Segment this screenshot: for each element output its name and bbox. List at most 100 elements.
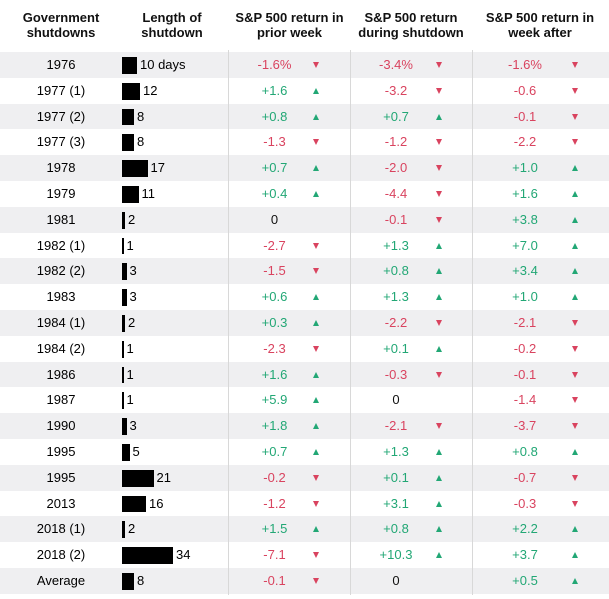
header: S&P 500 return in week after bbox=[485, 10, 595, 40]
year: 1977 (2) bbox=[36, 108, 86, 124]
arrow-up bbox=[572, 242, 578, 249]
return-value: +0.8 bbox=[512, 444, 538, 459]
length-bar bbox=[122, 289, 127, 306]
arrow-up bbox=[436, 552, 442, 559]
length-label: 2 bbox=[128, 211, 136, 227]
return-value: -0.1 bbox=[513, 366, 537, 382]
row-bg bbox=[0, 155, 609, 181]
year: 1986 bbox=[46, 366, 76, 382]
return-value: +3.4 bbox=[512, 263, 538, 279]
arrow-down bbox=[572, 371, 578, 378]
return-value: +0.7 bbox=[261, 160, 288, 176]
return-value: -4.4 bbox=[384, 186, 408, 201]
length-bar bbox=[122, 160, 148, 177]
length-bar bbox=[122, 573, 134, 590]
length-bar bbox=[122, 340, 124, 358]
arrow-up bbox=[572, 191, 578, 197]
length-bar bbox=[122, 108, 134, 126]
return-value: -0.1 bbox=[513, 108, 537, 124]
length-bar bbox=[122, 211, 125, 229]
return-value: +0.1 bbox=[383, 340, 409, 356]
return-value: 0 bbox=[270, 211, 279, 227]
return-value: +1.0 bbox=[512, 160, 538, 176]
year: 1990 bbox=[46, 418, 76, 434]
length-label: 16 bbox=[149, 495, 164, 511]
arrow-down bbox=[572, 87, 578, 94]
return-value: -0.6 bbox=[513, 82, 537, 98]
return-value: -0.3 bbox=[513, 495, 537, 511]
length-label: 10 days bbox=[140, 57, 186, 72]
return-value: -3.7 bbox=[513, 418, 537, 434]
length-bar bbox=[122, 186, 139, 203]
return-value: +0.1 bbox=[383, 469, 409, 485]
year: 1984 (2) bbox=[36, 340, 86, 356]
row-bg bbox=[0, 258, 609, 285]
return-value: +1.8 bbox=[261, 418, 288, 434]
length-bar bbox=[122, 418, 127, 435]
arrow-up bbox=[436, 449, 442, 455]
length-label: 8 bbox=[137, 573, 145, 588]
return-value: -2.1 bbox=[513, 315, 537, 330]
arrow-up bbox=[313, 397, 319, 404]
arrow-down bbox=[572, 423, 578, 430]
row-bg bbox=[0, 413, 609, 439]
year: 1983 bbox=[46, 289, 76, 305]
return-value: -2.2 bbox=[384, 315, 408, 330]
year: 2013 bbox=[46, 495, 76, 511]
year: 2018 (1) bbox=[36, 521, 86, 537]
length-bar bbox=[122, 57, 137, 74]
return-value: 0 bbox=[392, 573, 400, 588]
year: 1977 (3) bbox=[36, 134, 86, 150]
header: Government shutdowns bbox=[22, 10, 100, 40]
return-value: -1.2 bbox=[263, 495, 286, 511]
column-divider bbox=[350, 50, 351, 595]
length-label: 17 bbox=[150, 160, 165, 176]
header: S&P 500 return in prior week bbox=[235, 10, 344, 40]
header: S&P 500 return during shutdown bbox=[358, 10, 464, 40]
year: 1995 bbox=[46, 469, 76, 485]
arrow-up bbox=[572, 216, 578, 223]
arrow-down bbox=[313, 500, 319, 507]
arrow-down bbox=[313, 139, 319, 146]
return-value: +0.4 bbox=[261, 186, 288, 201]
arrow-up bbox=[436, 526, 442, 533]
length-bar bbox=[122, 521, 125, 539]
row-bg bbox=[0, 568, 609, 594]
length-bar bbox=[122, 263, 127, 281]
arrow-down bbox=[313, 242, 319, 249]
arrow-down bbox=[436, 371, 442, 378]
arrow-up bbox=[313, 526, 319, 533]
arrow-up bbox=[313, 294, 319, 301]
arrow-up bbox=[313, 371, 319, 378]
column-divider bbox=[228, 50, 229, 595]
length-label: 34 bbox=[176, 547, 191, 563]
column-divider bbox=[472, 50, 473, 595]
arrow-up bbox=[572, 449, 578, 455]
arrow-up bbox=[313, 87, 319, 94]
arrow-down bbox=[313, 345, 319, 352]
arrow-up bbox=[436, 294, 442, 301]
return-value: +1.5 bbox=[261, 521, 288, 537]
arrow-up bbox=[436, 500, 442, 507]
return-value: +0.8 bbox=[261, 108, 288, 124]
row-bg bbox=[0, 310, 609, 336]
row-bg bbox=[0, 361, 609, 388]
length-bar bbox=[122, 444, 130, 461]
arrow-up bbox=[436, 474, 442, 481]
return-value: -0.1 bbox=[384, 211, 408, 227]
arrow-up bbox=[313, 113, 319, 120]
year: 1978 bbox=[46, 160, 76, 176]
year: 1981 bbox=[46, 211, 76, 227]
return-value: +3.7 bbox=[512, 547, 538, 563]
return-value: -1.6% bbox=[508, 57, 542, 72]
length-label: 1 bbox=[126, 366, 134, 382]
return-value: -0.1 bbox=[263, 573, 286, 588]
return-value: -0.3 bbox=[384, 366, 408, 382]
arrow-up bbox=[436, 268, 442, 275]
return-value: -1.3 bbox=[263, 134, 286, 150]
return-value: +0.7 bbox=[383, 108, 409, 124]
return-value: -2.2 bbox=[513, 134, 537, 150]
return-value: +0.8 bbox=[383, 521, 409, 537]
length-label: 1 bbox=[126, 340, 134, 356]
arrow-down bbox=[572, 345, 578, 352]
